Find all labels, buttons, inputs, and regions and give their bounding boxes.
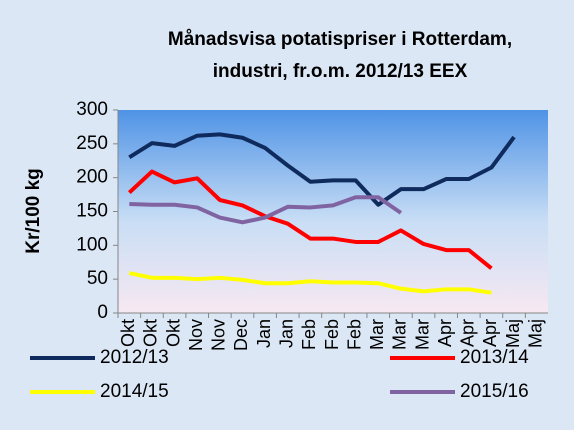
legend-label: 2013/14 xyxy=(460,347,529,368)
y-axis-label: Kr/100 kg xyxy=(23,168,44,254)
chart-title: industri, fr.o.m. 2012/13 EEX xyxy=(213,61,468,82)
chart-title: Månadsvisa potatispriser i Rotterdam, xyxy=(168,29,512,50)
x-tick-label: Mar xyxy=(412,319,432,350)
x-tick-label: Dec xyxy=(231,319,251,351)
x-tick-label: Okt xyxy=(118,319,138,347)
y-tick-label: 150 xyxy=(76,201,108,222)
series-line xyxy=(127,169,493,270)
x-tick-label: Nov xyxy=(209,319,229,351)
y-tick-label: 300 xyxy=(76,99,108,120)
x-tick-label: Apr xyxy=(435,319,455,347)
x-tick-label: Nov xyxy=(186,319,206,351)
series-line xyxy=(129,195,403,225)
x-tick-label: Okt xyxy=(163,319,183,347)
x-tick-label: Mar xyxy=(390,319,410,350)
x-tick-label: Maj xyxy=(503,319,523,348)
x-tick-label: Apr xyxy=(480,319,500,347)
x-tick-label: Apr xyxy=(458,319,478,347)
legend-label: 2012/13 xyxy=(100,347,169,368)
x-tick-label: Jan xyxy=(276,319,296,348)
series-line xyxy=(128,132,516,207)
x-tick-label: Mar xyxy=(367,319,387,350)
y-tick-label: 0 xyxy=(97,302,108,323)
x-tick-label: Okt xyxy=(141,319,161,347)
y-tick-label: 200 xyxy=(76,167,108,188)
x-tick-label: Feb xyxy=(299,319,319,350)
legend-label: 2014/15 xyxy=(100,381,169,402)
x-tick-label: Maj xyxy=(525,319,545,348)
y-tick-label: 50 xyxy=(87,268,108,289)
x-tick-label: Jan xyxy=(254,319,274,348)
series-line xyxy=(128,271,492,295)
y-tick-label: 250 xyxy=(76,133,108,154)
legend-label: 2015/16 xyxy=(460,381,529,402)
x-tick-label: Feb xyxy=(322,319,342,350)
y-tick-label: 100 xyxy=(76,234,108,255)
x-tick-label: Feb xyxy=(344,319,364,350)
